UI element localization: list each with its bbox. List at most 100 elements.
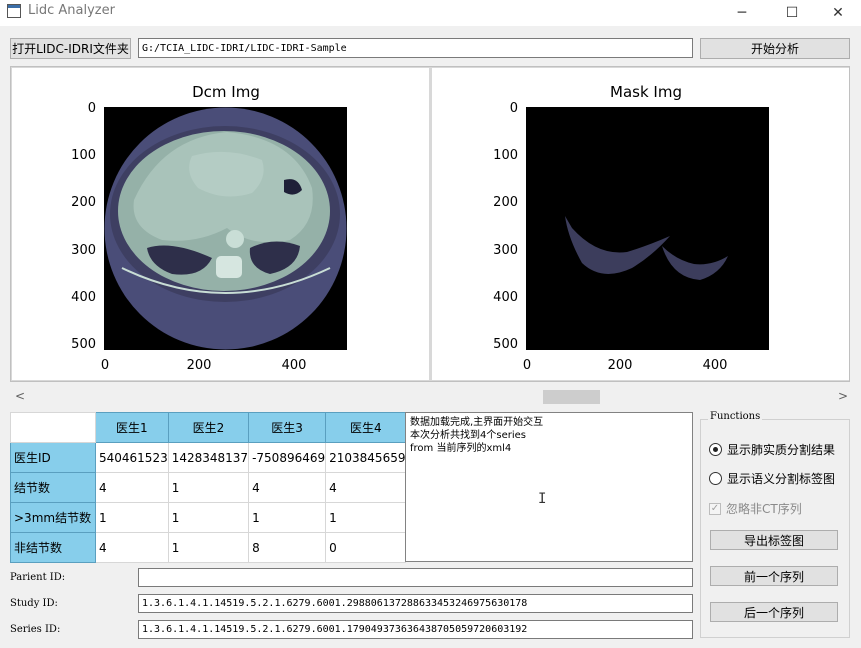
mask-x-tick-400: 400 — [703, 358, 728, 373]
study-id-label: Study ID: — [10, 598, 58, 609]
mask-y-tick-300: 300 — [493, 243, 518, 258]
row-header[interactable]: >3mm结节数 — [10, 502, 96, 533]
mask-y-axis: 0 100 200 300 400 500 — [493, 101, 518, 352]
row-header[interactable]: 非结节数 — [10, 532, 96, 563]
mask-y-tick-400: 400 — [493, 290, 518, 305]
mask-image — [526, 107, 769, 350]
minimize-button[interactable]: ─ — [737, 5, 747, 21]
radio-selected-icon[interactable] — [709, 443, 722, 456]
dcm-plot-panel: Dcm Img 0 100 200 300 400 — [12, 68, 429, 380]
dcm-x-tick-400: 400 — [282, 358, 307, 373]
window-title: Lidc Analyzer — [28, 3, 115, 18]
folder-path-input[interactable]: G:/TCIA_LIDC-IDRI/LIDC-IDRI-Sample — [138, 38, 693, 58]
mask-plot-title: Mask Img — [610, 83, 682, 101]
show-lung-segmentation-radio[interactable]: 显示肺实质分割结果 — [709, 441, 835, 458]
vertebra — [216, 256, 242, 278]
dcm-y-tick-200: 200 — [71, 195, 96, 210]
patient-id-label: Parient ID: — [10, 572, 66, 583]
table-cell[interactable]: 8 — [248, 532, 327, 563]
next-series-button[interactable]: 后一个序列 — [710, 602, 838, 622]
close-button[interactable]: ✕ — [832, 5, 844, 21]
mask-y-tick-100: 100 — [493, 148, 518, 163]
table-cell[interactable]: 540461523 — [95, 442, 169, 473]
checkbox-checked-icon[interactable]: ✓ — [709, 502, 721, 515]
doctor-table[interactable]: 医生1 医生2 医生3 医生4 医生ID 540461523 142834813… — [10, 412, 407, 563]
dcm-x-tick-200: 200 — [187, 358, 212, 373]
dcm-plot: Dcm Img 0 100 200 300 400 — [71, 83, 347, 373]
table-cell[interactable]: 1 — [248, 502, 327, 533]
mask-y-tick-200: 200 — [493, 195, 518, 210]
column-header[interactable]: 医生3 — [248, 412, 327, 443]
table-corner — [10, 412, 96, 443]
column-header[interactable]: 医生1 — [95, 412, 169, 443]
log-line: 数据加载完成,主界面开始交互 — [410, 417, 544, 428]
log-output[interactable]: 数据加载完成,主界面开始交互 本次分析共找到4个series from 当前序列… — [405, 412, 693, 562]
dcm-y-tick-300: 300 — [71, 243, 96, 258]
dcm-y-tick-0: 0 — [88, 101, 96, 116]
table-cell[interactable]: 1 — [167, 502, 250, 533]
horizontal-scrollbar[interactable]: < > — [10, 388, 850, 406]
table-cell[interactable]: 1 — [325, 502, 407, 533]
table-cell[interactable]: 1428348137 — [167, 442, 250, 473]
functions-group — [700, 419, 850, 638]
study-id-field[interactable]: 1.3.6.1.4.1.14519.5.2.1.6279.6001.298806… — [138, 594, 693, 613]
text-cursor-icon: I — [538, 491, 547, 507]
maximize-button[interactable]: ☐ — [785, 5, 799, 21]
table-cell[interactable]: 4 — [95, 532, 169, 563]
mask-x-axis: 0 200 400 — [523, 358, 728, 373]
dcm-y-tick-500: 500 — [71, 337, 96, 352]
table-cell[interactable]: 0 — [325, 532, 407, 563]
left-lung-base — [249, 241, 300, 274]
series-id-label: Series ID: — [10, 624, 61, 635]
dcm-image — [104, 107, 347, 350]
dcm-x-axis: 0 200 400 — [101, 358, 307, 373]
scroll-right-icon[interactable]: > — [838, 389, 849, 403]
dcm-y-tick-100: 100 — [71, 148, 96, 163]
export-label-map-button[interactable]: 导出标签图 — [710, 530, 838, 550]
ignore-non-ct-checkbox[interactable]: ✓ 忽略非CT序列 — [709, 500, 802, 517]
radio-unselected-icon[interactable] — [709, 472, 722, 485]
table-header-row: 医生1 医生2 医生3 医生4 — [10, 412, 407, 443]
ct-table — [121, 267, 331, 294]
row-header[interactable]: 医生ID — [10, 442, 96, 473]
functions-group-title: Functions — [708, 411, 763, 422]
table-row: 结节数 4 1 4 4 — [10, 472, 407, 503]
title-bar: Lidc Analyzer ─ ☐ ✕ — [0, 0, 861, 26]
table-cell[interactable]: 1 — [95, 502, 169, 533]
right-lung-mask — [565, 216, 670, 274]
row-header[interactable]: 结节数 — [10, 472, 96, 503]
mask-y-tick-0: 0 — [510, 101, 518, 116]
table-cell[interactable]: 2103845659 — [325, 442, 407, 473]
table-cell[interactable]: 4 — [95, 472, 169, 503]
series-id-field[interactable]: 1.3.6.1.4.1.14519.5.2.1.6279.6001.179049… — [138, 620, 693, 639]
dcm-plot-title: Dcm Img — [192, 83, 260, 101]
start-analysis-button[interactable]: 开始分析 — [700, 38, 850, 59]
table-cell[interactable]: 1 — [167, 532, 250, 563]
mask-image-background — [526, 107, 769, 350]
log-line: 本次分析共找到4个series — [410, 430, 526, 441]
bowel-gas — [284, 179, 302, 195]
open-folder-button[interactable]: 打开LIDC-IDRI文件夹 — [10, 38, 131, 59]
previous-series-button[interactable]: 前一个序列 — [710, 566, 838, 586]
table-cell[interactable]: -750896469 — [248, 442, 327, 473]
scrollbar-thumb[interactable] — [543, 390, 600, 404]
radio-label: 显示语义分割标签图 — [727, 472, 836, 486]
right-lung-base — [147, 245, 212, 275]
column-header[interactable]: 医生2 — [167, 412, 250, 443]
patient-id-field[interactable] — [138, 568, 693, 587]
table-row: 非结节数 4 1 8 0 — [10, 532, 407, 563]
column-header[interactable]: 医生4 — [325, 412, 407, 443]
mask-y-tick-500: 500 — [493, 337, 518, 352]
log-line: from 当前序列的xml4 — [410, 443, 512, 454]
aorta — [226, 230, 244, 248]
table-cell[interactable]: 4 — [325, 472, 407, 503]
dcm-y-tick-400: 400 — [71, 290, 96, 305]
table-row: >3mm结节数 1 1 1 1 — [10, 502, 407, 533]
show-semantic-label-radio[interactable]: 显示语义分割标签图 — [709, 470, 835, 487]
left-lung-mask — [662, 246, 728, 280]
table-cell[interactable]: 4 — [248, 472, 327, 503]
scroll-left-icon[interactable]: < — [15, 389, 26, 403]
mask-x-tick-0: 0 — [523, 358, 531, 373]
mask-x-tick-200: 200 — [608, 358, 633, 373]
table-cell[interactable]: 1 — [167, 472, 250, 503]
